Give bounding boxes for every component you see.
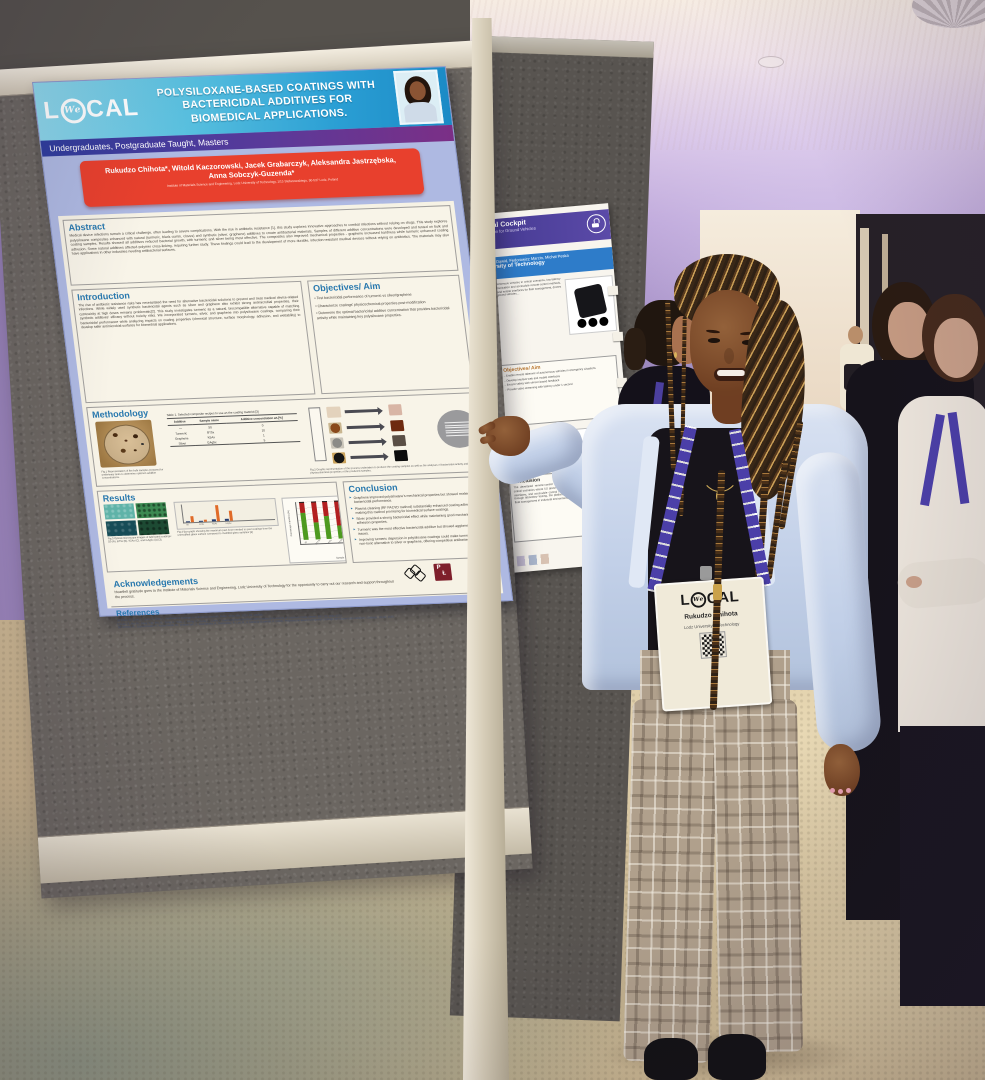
methodology-section: Methodology Fig.1 Representation of the …	[86, 392, 484, 487]
microscope-image-c	[105, 520, 138, 537]
main-research-poster: L We CAL POLYSILOXANE-BASED COATINGS WITH …	[32, 66, 514, 637]
fig1-caption: Fig.1 Representation of the bulk samples…	[101, 468, 164, 480]
silver-dish-photo	[331, 452, 347, 464]
badge-clip	[700, 566, 712, 580]
turmeric-coating-swatch	[390, 420, 405, 432]
ceiling-spotlight	[758, 56, 784, 68]
poster-title: POLYSILOXANE-BASED COATINGS WITH BACTERI…	[136, 78, 399, 127]
earring	[674, 352, 677, 358]
microscope-images	[103, 502, 171, 537]
presenter-portrait-photo	[393, 69, 444, 125]
microscope-image-d	[137, 519, 170, 536]
graphene-coating-swatch	[391, 434, 407, 447]
side-poster-footer-logos	[516, 552, 558, 567]
velcro-tab	[607, 285, 619, 296]
robot-wheel	[588, 317, 598, 328]
portrait-shirt	[403, 101, 438, 123]
table-cell: GAg5x	[194, 438, 230, 446]
petri-dish	[101, 423, 153, 466]
logo-we: We	[692, 595, 704, 603]
profile-woman-ponytail	[624, 328, 646, 370]
microscope-image-a	[103, 503, 136, 520]
fig5-ylabel: Percentage of bacteria [%]	[287, 510, 294, 537]
introduction-section: Introduction The rise of antibiotic resi…	[71, 280, 316, 404]
graphene-dish-photo	[329, 437, 345, 449]
logo-letters: CAL	[706, 588, 740, 608]
process-arrow-icon	[346, 424, 381, 430]
robot-wheel	[577, 318, 587, 329]
logo-letters: CAL	[84, 93, 141, 123]
authors-band: Rukudzo Chihota*, Witold Kaczorowski, Ja…	[79, 148, 425, 208]
substrate-photo	[326, 406, 342, 418]
process-arrow-icon	[350, 454, 385, 460]
microscope-image-b	[135, 502, 168, 519]
silver-coating-swatch	[393, 449, 409, 462]
table-cell: Silver	[169, 440, 196, 447]
attendee-profile-woman	[610, 296, 720, 576]
distant-attendee-bag	[844, 364, 862, 390]
vehicle-emblem-icon	[586, 213, 607, 235]
side-poster-authors-band: …a Dawid, Fedorowicz Marcin, Michał Pesk…	[484, 246, 614, 281]
objective-item: Determine the optimal bactericidal addit…	[316, 306, 459, 321]
board-bottom-rail	[37, 806, 532, 884]
logo-we: We	[63, 104, 83, 116]
fig5-xlabel: Sample name	[335, 556, 347, 560]
results-left-column: Fig.3 Optical microscope images of fabri…	[103, 502, 176, 572]
process-diagram	[302, 399, 484, 466]
logo-circle: We	[58, 97, 87, 124]
process-arrow-icon	[348, 439, 383, 445]
fig5-chart: Percentage of bacteria [%] S0 BT2.5x BT5x B…	[281, 493, 347, 564]
process-arrow-icon	[344, 408, 379, 414]
corridor-counter	[716, 376, 790, 442]
objectives-section: Objectives/ Aim Test bactericidal perfor…	[307, 274, 474, 395]
logo-letter: L	[679, 591, 691, 609]
fig3-caption: Fig.3 Optical microscope images of fabri…	[107, 534, 172, 544]
table: Additive Sample name Additive concentrat…	[166, 413, 301, 447]
side-poster-intro-text: …autonomous vehicles in critical scenari…	[490, 277, 562, 298]
gold-braid-cuff	[713, 584, 722, 600]
poster-content: Abstract Medical device infections remai…	[57, 200, 504, 637]
robot-body	[573, 283, 608, 319]
turmeric-dish-photo	[328, 422, 343, 434]
logo-circle: We	[690, 591, 707, 608]
fig4-chart-plot: S0 BT5x K5Ax GAg5x	[180, 501, 276, 526]
profile-woman-body	[618, 366, 710, 566]
side-poster-header: …al Cockpit …sion for Ground Vehicles	[481, 209, 612, 251]
recipes-table: Table 1. Selected composite recipes to u…	[166, 408, 301, 447]
results-right-column: Percentage of bacteria [%] S0 BT2.5x BT5x B…	[281, 493, 347, 568]
distant-attendee-legs	[848, 410, 868, 480]
petri-dish-photo	[95, 419, 157, 468]
framework-box	[308, 407, 327, 462]
coating-swatch	[388, 404, 403, 416]
sample-blobs	[112, 432, 119, 438]
fig4-chart: S0 BT5x K5Ax GAg5x	[173, 497, 279, 530]
logo-letter: L	[42, 97, 62, 125]
abstract-section: Abstract Medical device infections remai…	[62, 205, 459, 286]
results-section: Results Fig.3 Optical microscope images …	[96, 481, 347, 573]
distant-attendee-head	[848, 326, 863, 344]
robot-wheel	[598, 316, 609, 327]
distant-attendee	[840, 322, 890, 482]
badge-local-logo: L We CAL	[676, 588, 743, 610]
local-logo: L We CAL	[680, 588, 740, 609]
local-logo: L We CAL	[42, 94, 140, 126]
results-mid-column: S0 BT5x K5Ax GAg5x Fig.4 Bar graph showing …	[173, 497, 284, 572]
